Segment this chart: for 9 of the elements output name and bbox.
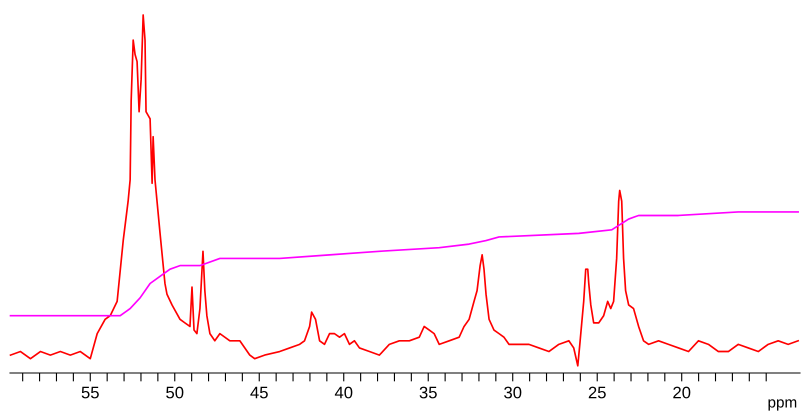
x-tick-label: 30 [504, 386, 522, 398]
x-tick-label: 50 [166, 386, 184, 398]
x-tick-label: 35 [420, 386, 437, 398]
x-tick-label: 45 [250, 386, 268, 398]
x-tick-label: 25 [588, 386, 606, 398]
x-tick-label: 20 [673, 386, 690, 398]
x-tick-label: 55 [82, 386, 99, 398]
x-axis-title: ppm [768, 399, 796, 411]
x-tick-label: 40 [334, 386, 352, 398]
